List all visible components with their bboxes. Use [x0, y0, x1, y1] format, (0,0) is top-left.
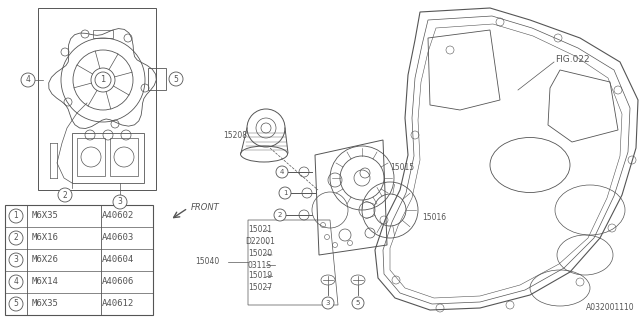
Text: 15019: 15019: [248, 271, 272, 281]
Text: M6X35: M6X35: [32, 212, 59, 220]
Circle shape: [113, 195, 127, 209]
Circle shape: [352, 297, 364, 309]
Circle shape: [274, 209, 286, 221]
Circle shape: [9, 297, 23, 311]
Text: 15208: 15208: [223, 131, 247, 140]
Text: 15027: 15027: [248, 283, 272, 292]
Text: 1: 1: [13, 212, 19, 220]
Text: 4: 4: [26, 76, 31, 84]
Text: 3: 3: [118, 197, 122, 206]
Text: 4: 4: [13, 277, 19, 286]
Text: 3: 3: [13, 255, 19, 265]
Bar: [148, 68, 166, 90]
Text: M6X14: M6X14: [32, 277, 59, 286]
Circle shape: [322, 297, 334, 309]
Bar: [5, 205, 153, 315]
Text: A40606: A40606: [102, 277, 134, 286]
Circle shape: [21, 73, 35, 87]
Circle shape: [58, 188, 72, 202]
Text: 2: 2: [13, 234, 19, 243]
Text: 5: 5: [13, 300, 19, 308]
Text: 3: 3: [326, 300, 330, 306]
Text: 2: 2: [278, 212, 282, 218]
Text: M6X35: M6X35: [32, 300, 59, 308]
Text: 4: 4: [280, 169, 284, 175]
Text: M6X26: M6X26: [32, 255, 59, 265]
Bar: [38, 8, 156, 190]
Circle shape: [279, 187, 291, 199]
Text: 1: 1: [283, 190, 287, 196]
Circle shape: [9, 231, 23, 245]
Text: FRONT: FRONT: [191, 203, 220, 212]
Text: A40603: A40603: [102, 234, 134, 243]
Text: A40604: A40604: [102, 255, 134, 265]
Circle shape: [100, 77, 106, 83]
Circle shape: [169, 72, 183, 86]
Text: A032001110: A032001110: [586, 303, 635, 312]
Bar: [77, 138, 105, 176]
Bar: [72, 133, 144, 183]
Circle shape: [276, 166, 288, 178]
Text: 15021: 15021: [248, 226, 272, 235]
Text: M6X16: M6X16: [32, 234, 59, 243]
Text: 15020: 15020: [248, 250, 272, 259]
Text: A40612: A40612: [102, 300, 134, 308]
Text: 5: 5: [356, 300, 360, 306]
Circle shape: [9, 275, 23, 289]
Text: 15016: 15016: [422, 213, 446, 222]
Text: 1: 1: [100, 76, 106, 84]
Text: FIG.022: FIG.022: [555, 55, 589, 65]
Circle shape: [95, 72, 111, 88]
Circle shape: [9, 209, 23, 223]
Text: 5: 5: [173, 75, 179, 84]
Bar: [93, 30, 113, 38]
Text: 0311S: 0311S: [248, 260, 272, 269]
Text: D22001: D22001: [245, 237, 275, 246]
Text: 15015: 15015: [390, 164, 414, 172]
Text: A40602: A40602: [102, 212, 134, 220]
Circle shape: [9, 253, 23, 267]
Bar: [110, 138, 138, 176]
Text: 15040: 15040: [195, 258, 220, 267]
Text: 2: 2: [63, 190, 67, 199]
